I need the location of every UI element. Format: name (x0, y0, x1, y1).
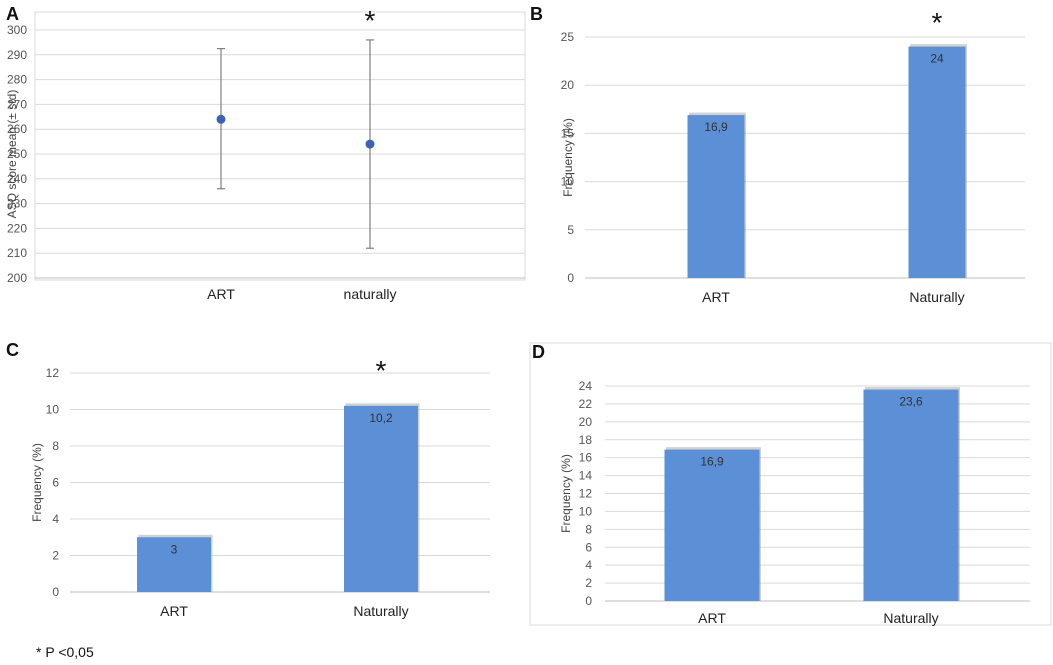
bar-art (687, 115, 745, 278)
y-tick-label: 10 (561, 175, 575, 189)
category-label: ART (207, 286, 235, 302)
panel-letter: D (532, 342, 545, 362)
y-tick-label: 200 (7, 271, 27, 285)
chart-panel-a: A 200 210 220 230 240 250 260 270 280 290 300 ASQ sc… (5, 4, 526, 302)
y-tick-label: 260 (7, 122, 27, 136)
y-tick-label: 6 (52, 476, 59, 490)
data-label: 10,2 (369, 411, 393, 425)
y-tick-label: 270 (7, 97, 27, 111)
y-tick-label: 10 (579, 504, 593, 518)
bar-naturally (863, 389, 959, 601)
y-tick-label: 210 (7, 246, 27, 260)
category-label: ART (160, 603, 188, 619)
chart-panel-b: B 0 5 10 15 20 25 Frequency (%) 16,9 ART 24 Natural… (530, 4, 1025, 305)
y-axis-label: Frequency (%) (559, 454, 573, 533)
y-tick-label: 12 (579, 487, 593, 501)
y-tick-label: 16 (579, 451, 593, 465)
y-tick-label: 2 (52, 549, 59, 563)
y-tick-label: 5 (567, 223, 574, 237)
y-tick-label: 22 (579, 397, 593, 411)
category-label: Naturally (353, 603, 408, 619)
y-tick-label: 4 (52, 512, 59, 526)
bar-art (137, 537, 211, 592)
y-tick-label: 20 (561, 78, 575, 92)
y-tick-label: 14 (579, 469, 593, 483)
data-label: 16,9 (700, 455, 724, 469)
data-label: 24 (930, 52, 944, 66)
y-tick-label: 12 (46, 366, 60, 380)
y-tick-label: 24 (579, 379, 593, 393)
category-label: Naturally (909, 289, 964, 305)
category-label: ART (698, 610, 726, 626)
y-tick-label: 0 (567, 271, 574, 285)
y-tick-label: 4 (585, 558, 592, 572)
significance-marker: * (932, 7, 943, 38)
significance-marker: * (376, 355, 387, 386)
y-tick-label: 15 (561, 126, 575, 140)
panel-frame (529, 342, 1052, 626)
panel-letter: C (6, 340, 19, 360)
data-label: 23,6 (899, 395, 923, 409)
y-tick-label: 6 (585, 540, 592, 554)
data-label: 16,9 (704, 120, 728, 134)
category-label: Naturally (883, 610, 938, 626)
y-tick-label: 10 (46, 403, 60, 417)
y-axis-label: ASQ score mean (± std) (5, 90, 19, 219)
y-tick-label: 18 (579, 433, 593, 447)
y-axis-label: Frequency (%) (561, 118, 575, 197)
y-tick-label: 240 (7, 172, 27, 186)
y-tick-label: 2 (585, 576, 592, 590)
panel-frame (34, 11, 526, 281)
y-tick-label: 8 (585, 522, 592, 536)
y-tick-label: 300 (7, 23, 27, 37)
mean-point-naturally (365, 139, 375, 149)
y-tick-label: 280 (7, 73, 27, 87)
bar-naturally (344, 405, 418, 592)
mean-point-art (216, 114, 226, 124)
y-tick-label: 290 (7, 48, 27, 62)
y-tick-label: 0 (52, 585, 59, 599)
data-label: 3 (171, 542, 178, 556)
significance-footnote: * P <0,05 (36, 644, 94, 660)
bar-naturally (908, 46, 966, 278)
y-axis-label: Frequency (%) (30, 443, 44, 522)
category-label: ART (702, 289, 730, 305)
y-tick-label: 250 (7, 147, 27, 161)
y-tick-label: 0 (585, 594, 592, 608)
chart-panel-c: C 0 2 4 6 8 10 12 Frequency (%) 3 ART 10,2 Naturally… (6, 340, 490, 619)
y-tick-label: 8 (52, 439, 59, 453)
significance-marker: * (365, 5, 376, 36)
y-tick-label: 230 (7, 197, 27, 211)
y-tick-label: 220 (7, 221, 27, 235)
y-tick-label: 25 (561, 30, 575, 44)
panel-letter: A (6, 4, 19, 24)
bar-art (664, 449, 760, 601)
panel-letter: B (530, 4, 543, 24)
y-tick-label: 20 (579, 415, 593, 429)
category-label: naturally (344, 286, 397, 302)
